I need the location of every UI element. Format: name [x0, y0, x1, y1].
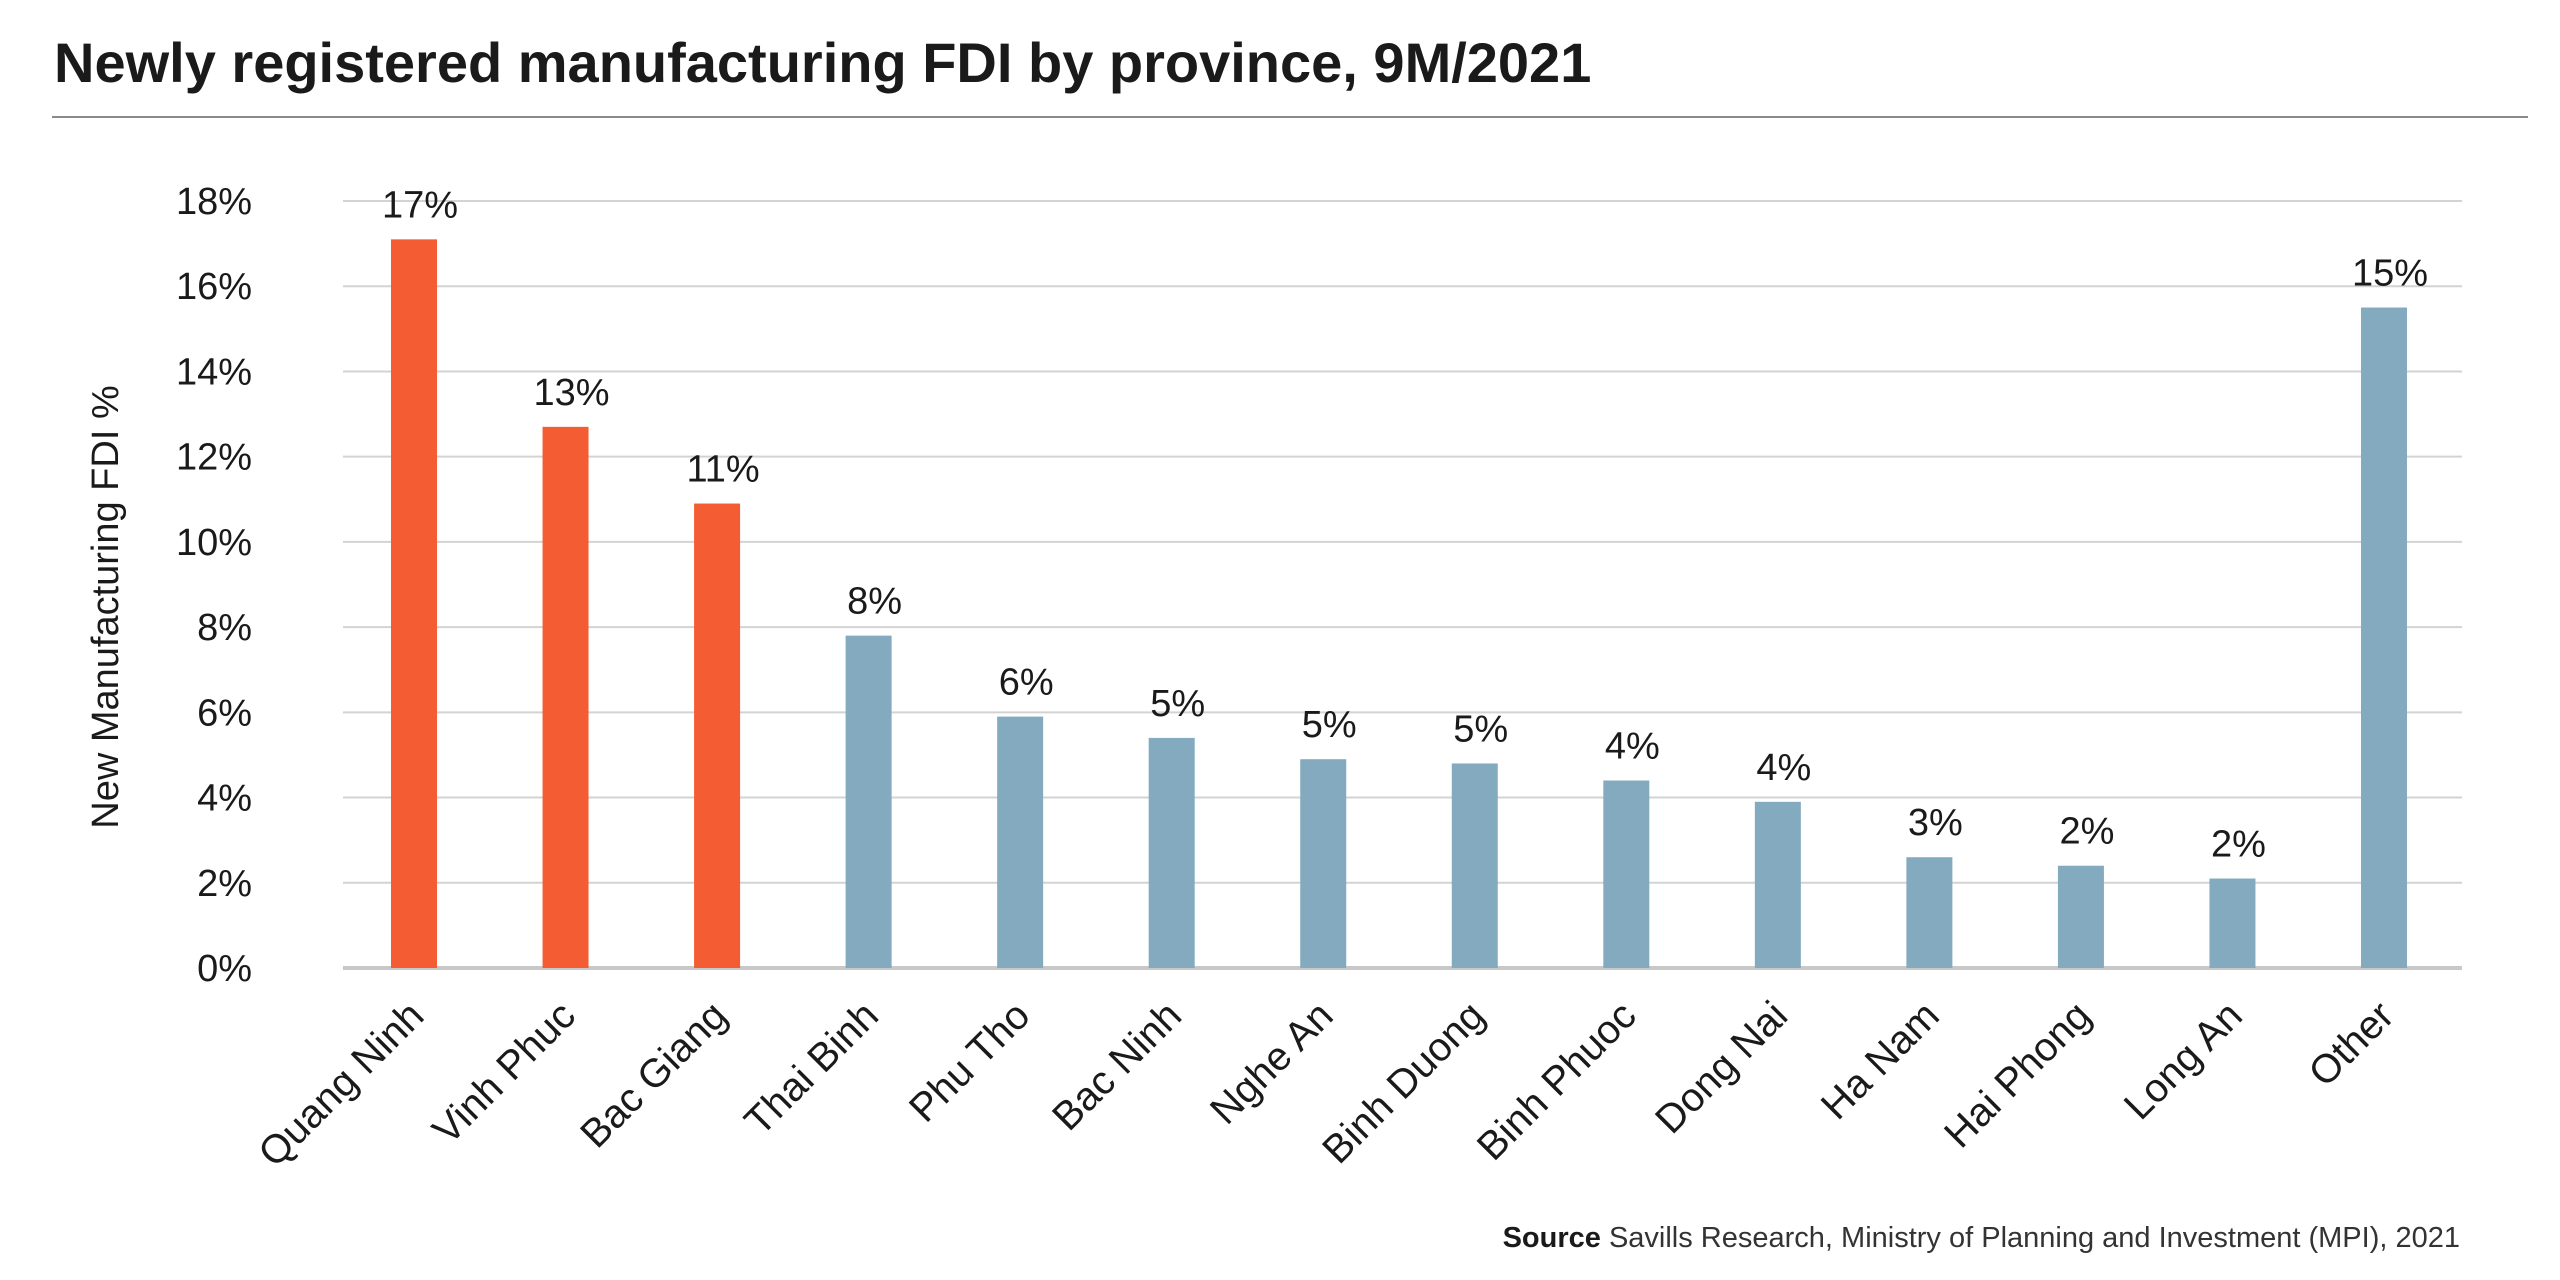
y-tick-label: 18% — [176, 181, 252, 223]
category-label: Hai Phong — [1936, 993, 2099, 1156]
bar — [1451, 763, 1498, 968]
data-label: 2% — [2059, 811, 2114, 853]
y-axis-ticks: 0% 2% 4% 6% 8% 10% 12% 14% 16% 18% — [176, 181, 252, 990]
bars — [391, 239, 2407, 969]
bar — [2209, 878, 2256, 968]
data-label: 17% — [382, 184, 458, 226]
category-label: Other — [2301, 993, 2403, 1095]
data-label: 2% — [2211, 824, 2266, 866]
data-label: 11% — [686, 449, 759, 491]
data-label: 5% — [1453, 708, 1508, 750]
chart-title: Newly registered manufacturing FDI by pr… — [54, 31, 1592, 94]
y-tick-label: 2% — [197, 863, 252, 905]
data-label: 15% — [2352, 253, 2428, 295]
y-tick-label: 12% — [176, 437, 252, 479]
data-label: 4% — [1605, 726, 1660, 768]
data-label: 8% — [847, 581, 902, 623]
y-tick-label: 16% — [176, 266, 252, 308]
bar — [2361, 307, 2407, 968]
bar — [2057, 865, 2104, 968]
data-labels: 17% 13% 11% 8% 6% 5% 5% 5% 4% 4% 3% 2% 2% 15% — [382, 184, 2428, 865]
data-label: 6% — [999, 662, 1054, 704]
bar — [694, 503, 741, 968]
y-tick-label: 6% — [197, 692, 252, 734]
data-label: 5% — [1302, 704, 1357, 746]
y-tick-label: 4% — [197, 778, 252, 820]
bar — [542, 426, 589, 969]
category-label: Quang Ninh — [250, 993, 432, 1175]
bar — [997, 716, 1044, 968]
category-label: Vinh Phuc — [424, 993, 584, 1153]
category-label: Long An — [2116, 993, 2251, 1128]
y-tick-label: 10% — [176, 522, 252, 564]
bar — [845, 635, 892, 968]
data-label: 4% — [1756, 747, 1811, 789]
bar — [1148, 737, 1195, 968]
source-label: Source — [1502, 1222, 1601, 1254]
data-label: 5% — [1150, 683, 1205, 725]
category-label: Binh Duong — [1314, 993, 1493, 1172]
category-label: Phu Tho — [901, 993, 1039, 1131]
data-label: 3% — [1908, 802, 1963, 844]
bar — [391, 239, 437, 969]
bar — [1754, 801, 1801, 968]
y-tick-label: 0% — [197, 948, 252, 990]
data-label: 13% — [534, 372, 610, 414]
source-text: Savills Research, Ministry of Planning a… — [1608, 1222, 2460, 1254]
category-label: Dong Nai — [1647, 993, 1796, 1142]
y-tick-label: 8% — [197, 607, 252, 649]
title-divider — [52, 116, 2528, 118]
category-label: Binh Phuoc — [1469, 993, 1645, 1169]
bar — [1300, 759, 1347, 968]
category-label: Thai Binh — [736, 993, 887, 1144]
source-note: Source Savills Research, Ministry of Pla… — [1503, 1222, 2460, 1255]
gridlines — [343, 200, 2462, 970]
category-label: Nghe An — [1202, 993, 1342, 1133]
bar — [1906, 857, 1953, 968]
category-label: Ha Nam — [1813, 993, 1948, 1128]
bar — [1603, 780, 1650, 968]
category-label: Bac Ninh — [1044, 993, 1190, 1139]
category-label: Bac Giang — [572, 993, 735, 1156]
y-axis-label: New Manufacturing FDI % — [85, 385, 127, 829]
y-tick-label: 14% — [176, 351, 252, 393]
